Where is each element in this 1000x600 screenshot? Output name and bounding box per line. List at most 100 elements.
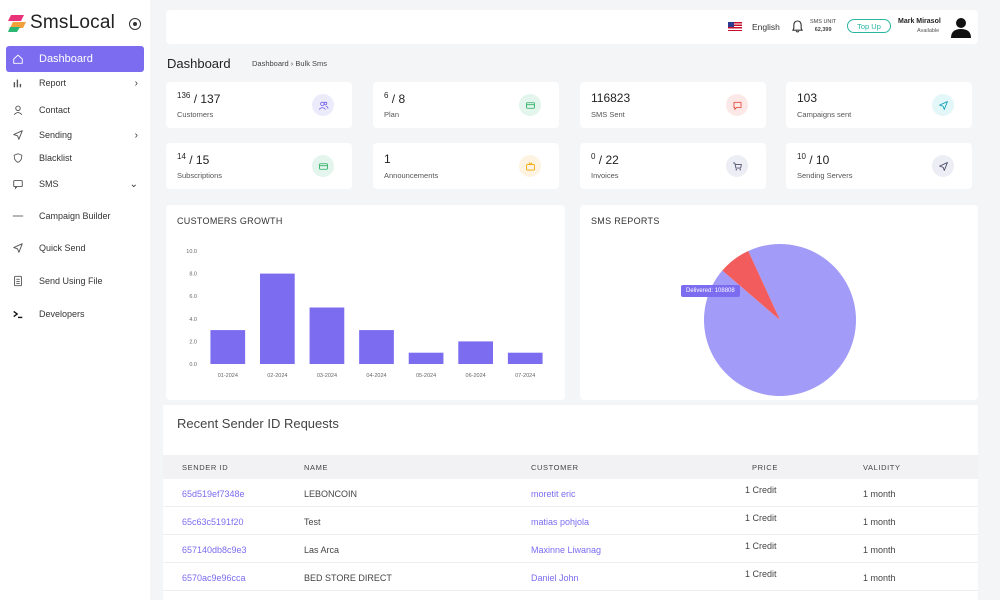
sidebar-item-label: Quick Send (39, 243, 86, 253)
stat-label: SMS Sent (591, 110, 625, 119)
stat-value-main: / 8 (391, 92, 406, 106)
th-sender-id[interactable]: SENDER ID (182, 463, 229, 472)
th-name[interactable]: NAME (304, 463, 329, 472)
sidebar-item-label: Contact (39, 105, 71, 115)
sidebar-item-send-using-file[interactable]: Send Using File (6, 269, 144, 293)
cell-name: Test (304, 517, 321, 527)
stat-card-customers[interactable]: 136 / 137 Customers (166, 82, 352, 128)
send-icon (11, 241, 25, 255)
stat-card-sending-servers[interactable]: 10 / 10 Sending Servers (786, 143, 972, 189)
sidebar-item-developers[interactable]: Developers (6, 302, 144, 326)
terminal-icon (11, 307, 25, 321)
y-tick-label: 0.0 (189, 362, 197, 368)
table-row[interactable]: 65d519ef7348e LEBONCOIN moretit eric 1 Cred… (163, 479, 978, 507)
sms-unit-label: SMS UNIT (810, 19, 837, 25)
sidebar-item-report[interactable]: Report › (6, 71, 144, 95)
cell-customer[interactable]: moretit eric (531, 489, 576, 499)
sidebar-item-label: Send Using File (39, 276, 103, 286)
stat-value-sup: 10 (797, 152, 806, 161)
stat-card-plan[interactable]: 6 / 8 Plan (373, 82, 559, 128)
sidebar-item-campaign-builder[interactable]: Campaign Builder (6, 204, 144, 228)
table-row[interactable]: 6570ac9e96cca BED STORE DIRECT Daniel John… (163, 563, 978, 591)
user-name[interactable]: Mark Mirasol (898, 18, 941, 25)
bar-03-2024[interactable] (309, 307, 345, 365)
sidebar-item-quick-send[interactable]: Quick Send (6, 236, 144, 260)
stat-label: Subscriptions (177, 171, 223, 180)
sender-id-requests-table: Recent Sender ID Requests SENDER ID NAME… (163, 405, 978, 600)
avatar[interactable] (949, 15, 973, 39)
brand-name: SmsLocal (30, 12, 116, 33)
stat-value: 1 (384, 152, 391, 166)
sidebar-item-label: SMS (39, 179, 59, 189)
stat-value: 10 / 10 (797, 152, 829, 167)
table-row[interactable]: 65c63c5191f20 Test matias pohjola 1 Credit 1… (163, 507, 978, 535)
brand-logo-icon (8, 15, 26, 32)
stat-card-invoices[interactable]: 0 / 22 Invoices (580, 143, 766, 189)
table-row[interactable]: 657140db8c9e3 Las Arca Maxinne Liwanag 1 Cr… (163, 535, 978, 563)
cell-price: 1 Credit (745, 485, 777, 495)
stat-label: Plan (384, 110, 400, 119)
send-icon (932, 155, 954, 177)
stat-value: 103 (797, 91, 817, 105)
sidebar-item-sending[interactable]: Sending › (6, 123, 144, 147)
sidebar-item-contact[interactable]: Contact (6, 98, 144, 122)
stat-value-sup: 14 (177, 152, 186, 161)
stat-card-campaigns-sent[interactable]: 103 Campaigns sent (786, 82, 972, 128)
top-up-button[interactable]: Top Up (847, 19, 891, 33)
stat-card-sms-sent[interactable]: 116823 SMS Sent (580, 82, 766, 128)
bar-06-2024[interactable] (458, 341, 493, 364)
bell-icon[interactable] (792, 20, 803, 33)
bar-01-2024[interactable] (210, 330, 246, 364)
sms-unit-counter: SMS UNIT 62,399 (810, 18, 836, 34)
customers-growth-title: CUSTOMERS GROWTH (177, 216, 283, 226)
breadcrumb[interactable]: Dashboard › Bulk Sms (252, 59, 328, 68)
sidebar-item-label: Blacklist (39, 153, 73, 163)
stat-value: 116823 (591, 91, 630, 105)
stat-label: Announcements (384, 171, 439, 180)
th-validity[interactable]: VALIDITY (863, 463, 901, 472)
bar-05-2024[interactable] (408, 352, 444, 364)
sms-reports-chart (704, 244, 856, 396)
cell-sender-id[interactable]: 65d519ef7348e (182, 489, 245, 499)
cell-customer[interactable]: matias pohjola (531, 517, 590, 527)
stat-value-sup: 0 (591, 152, 596, 161)
y-tick-label: 4.0 (189, 317, 197, 323)
cell-validity: 1 month (863, 489, 896, 499)
sidebar-item-label: Developers (39, 309, 85, 319)
cell-sender-id[interactable]: 65c63c5191f20 (182, 517, 244, 527)
sidebar-item-blacklist[interactable]: Blacklist (6, 146, 144, 170)
cell-sender-id[interactable]: 657140db8c9e3 (182, 545, 247, 555)
credit-card-icon (312, 155, 334, 177)
sidebar: SmsLocal Dashboard Report › Contact Sending ›… (0, 0, 150, 600)
cell-customer[interactable]: Maxinne Liwanag (531, 545, 602, 555)
sidebar-toggle-icon[interactable] (129, 18, 141, 30)
sms-reports-title: SMS REPORTS (591, 216, 660, 226)
pie-slice-slice-1[interactable] (722, 250, 780, 320)
sidebar-item-dashboard[interactable]: Dashboard (6, 46, 144, 72)
us-flag-icon[interactable] (728, 22, 742, 31)
stat-card-subscriptions[interactable]: 14 / 15 Subscriptions (166, 143, 352, 189)
y-tick-label: 10.0 (186, 249, 197, 255)
bar-02-2024[interactable] (260, 273, 295, 364)
shield-icon (11, 151, 25, 165)
stat-value-sup: 136 (177, 91, 191, 100)
tv-icon (519, 155, 541, 177)
th-customer[interactable]: CUSTOMER (531, 463, 579, 472)
cell-validity: 1 month (863, 517, 896, 527)
table-header: SENDER ID NAME CUSTOMER PRICE VALIDITY (163, 455, 978, 479)
language-selector[interactable]: English (752, 22, 780, 32)
sidebar-item-sms[interactable]: SMS ⌄ (6, 172, 144, 196)
cell-validity: 1 month (863, 545, 896, 555)
brand[interactable]: SmsLocal (8, 12, 115, 34)
bar-04-2024[interactable] (359, 330, 394, 364)
cell-price: 1 Credit (745, 569, 777, 579)
cell-customer[interactable]: Daniel John (531, 573, 579, 583)
bar-07-2024[interactable] (507, 352, 543, 364)
cell-sender-id[interactable]: 6570ac9e96cca (182, 573, 246, 583)
th-price[interactable]: PRICE (752, 463, 778, 472)
sidebar-item-label: Report (39, 78, 67, 88)
stat-card-announcements[interactable]: 1 Announcements (373, 143, 559, 189)
y-tick-label: 6.0 (189, 294, 197, 300)
x-tick-label: 06-2024 (466, 373, 486, 379)
cart-icon (726, 155, 748, 177)
